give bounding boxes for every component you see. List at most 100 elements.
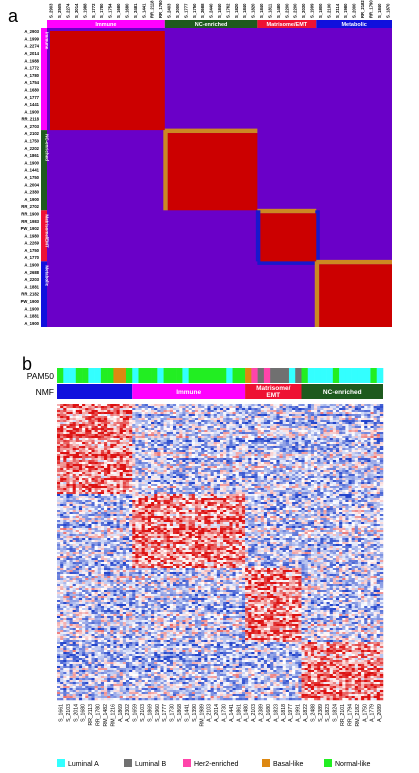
heatmap-cell <box>329 444 334 447</box>
heatmap-cell <box>301 414 305 417</box>
heatmap-cell <box>129 454 133 457</box>
pam50-cell <box>194 368 202 383</box>
heatmap-cell <box>147 462 152 465</box>
heatmap-cell <box>60 450 64 453</box>
heatmap-cell <box>57 432 61 435</box>
heatmap-cell <box>147 416 152 419</box>
heatmap-cell <box>292 442 296 445</box>
heatmap-cell <box>216 474 221 477</box>
heatmap-cell <box>122 410 127 413</box>
heatmap-cell <box>354 448 359 451</box>
heatmap-cell <box>188 458 193 461</box>
heatmap-cell <box>273 436 277 439</box>
heatmap-cell <box>57 474 61 477</box>
heatmap-cell <box>379 424 384 427</box>
heatmap-cell <box>361 404 365 407</box>
heatmap-cell <box>285 484 290 487</box>
heatmap-cell <box>370 468 374 471</box>
heatmap-cell <box>188 490 193 493</box>
heatmap-cell <box>100 420 105 423</box>
heatmap-cell <box>151 486 155 489</box>
column-tick-label: S_1441 <box>141 3 146 18</box>
heatmap-cell <box>295 438 299 441</box>
heatmap-cell <box>270 474 274 477</box>
heatmap-cell <box>75 448 80 451</box>
heatmap-cell <box>210 406 214 409</box>
heatmap-cell <box>63 462 67 465</box>
heatmap-cell <box>107 494 111 497</box>
heatmap-cell <box>229 488 233 491</box>
heatmap-cell <box>332 434 337 437</box>
heatmap-cell <box>213 440 218 443</box>
heatmap-cell <box>182 428 186 431</box>
heatmap-cell <box>354 488 359 491</box>
heatmap-cell <box>213 412 218 415</box>
heatmap-cell <box>361 486 365 489</box>
heatmap-cell <box>110 480 114 483</box>
heatmap-cell <box>132 434 136 437</box>
heatmap-cell <box>354 422 359 425</box>
heatmap-cell <box>63 456 67 459</box>
heatmap-cell <box>176 424 180 427</box>
cluster-band-left <box>41 28 47 131</box>
heatmap-cell <box>232 462 236 465</box>
heatmap-cell <box>188 438 193 441</box>
heatmap-cell <box>107 458 111 461</box>
heatmap-cell <box>60 480 64 483</box>
heatmap-cell <box>238 428 243 431</box>
heatmap-cell <box>132 454 136 457</box>
heatmap-cell <box>298 422 302 425</box>
heatmap-cell <box>198 458 202 461</box>
heatmap-cell <box>129 444 133 447</box>
heatmap-cell <box>345 432 349 435</box>
heatmap-cell <box>279 482 283 485</box>
pam50-cell <box>351 368 359 383</box>
heatmap-cell <box>370 422 374 425</box>
heatmap-cell <box>223 468 227 471</box>
heatmap-cell <box>267 452 271 455</box>
heatmap-cell <box>238 432 243 435</box>
heatmap-cell <box>88 458 92 461</box>
heatmap-cell <box>213 422 218 425</box>
heatmap-cell <box>370 430 374 433</box>
heatmap-cell <box>273 484 277 487</box>
heatmap-cell <box>157 490 161 493</box>
heatmap-cell <box>267 432 271 435</box>
heatmap-cell <box>188 436 193 439</box>
heatmap-cell <box>223 490 227 493</box>
heatmap-cell <box>310 418 315 421</box>
heatmap-cell <box>370 460 374 463</box>
column-tick-label: S_1777 <box>183 3 188 18</box>
heatmap-cell <box>182 450 186 453</box>
heatmap-cell <box>270 426 274 429</box>
heatmap-cell <box>351 422 356 425</box>
heatmap-cell <box>304 478 309 481</box>
heatmap-cell <box>151 474 155 477</box>
heatmap-cell <box>241 426 246 429</box>
heatmap-cell <box>267 468 271 471</box>
heatmap-cell <box>373 448 377 451</box>
heatmap-cell <box>251 430 255 433</box>
heatmap-cell <box>188 448 193 451</box>
heatmap-cell <box>301 450 305 453</box>
heatmap-cell <box>298 436 302 439</box>
heatmap-cell <box>57 466 61 469</box>
heatmap-cell <box>116 420 120 423</box>
heatmap-cell <box>317 474 321 477</box>
heatmap-cell <box>85 482 89 485</box>
heatmap-cell <box>207 418 211 421</box>
heatmap-cell <box>339 482 343 485</box>
heatmap-cell <box>298 440 302 443</box>
heatmap-cell <box>364 452 368 455</box>
heatmap-cell <box>107 408 111 411</box>
heatmap-cell <box>82 406 86 409</box>
heatmap-cell <box>235 468 240 471</box>
pam50-track-label: PAM50 <box>27 371 55 381</box>
heatmap-cell <box>279 462 283 465</box>
heatmap-cell <box>260 466 265 469</box>
heatmap-cell <box>323 446 327 449</box>
heatmap-cell <box>257 424 261 427</box>
heatmap-cell <box>97 430 102 433</box>
heatmap-cell <box>69 460 73 463</box>
heatmap-cell <box>60 406 64 409</box>
